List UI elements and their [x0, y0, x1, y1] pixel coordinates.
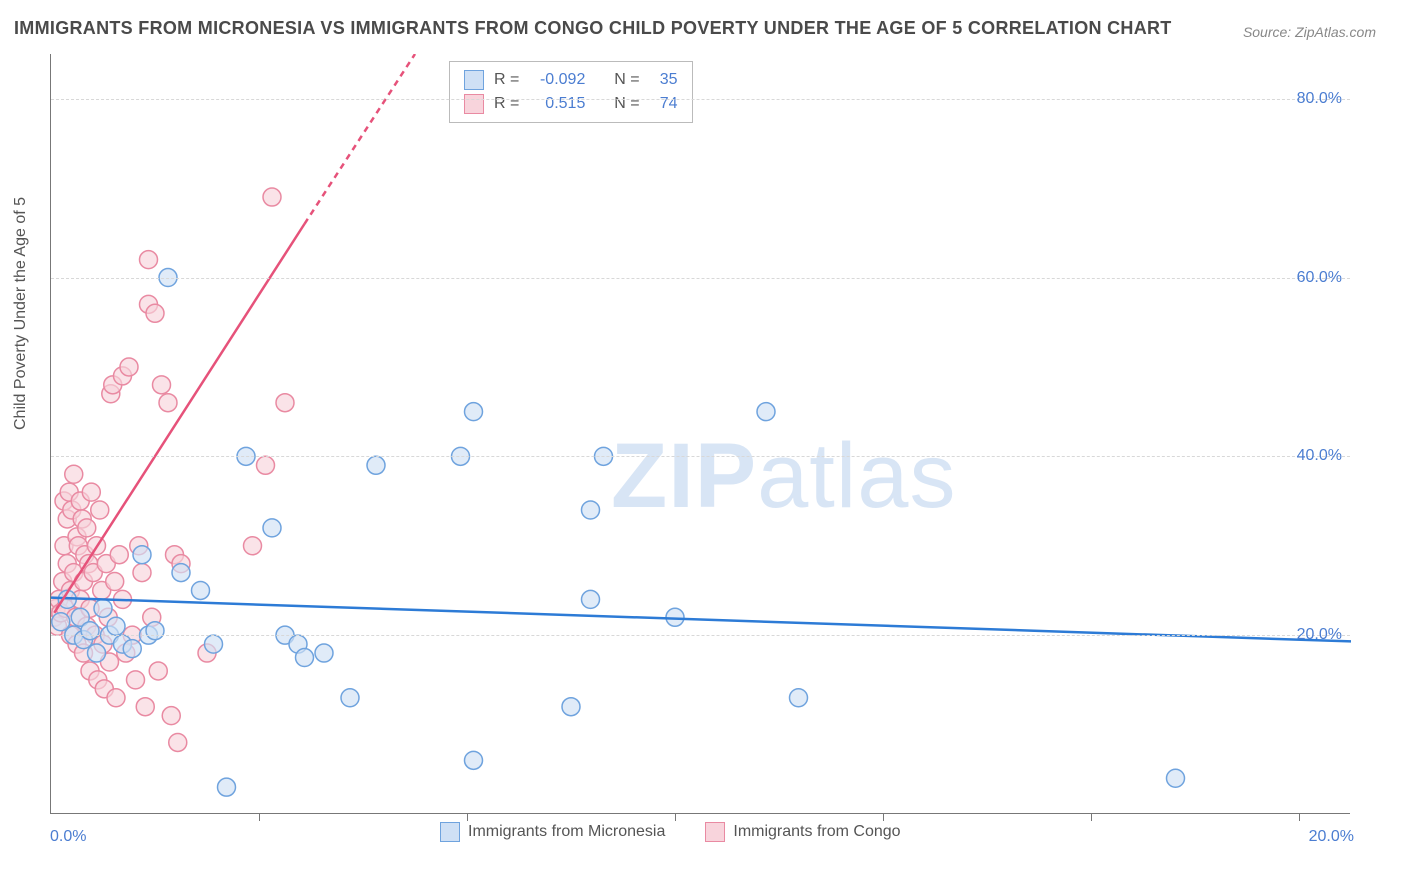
scatter-point — [88, 644, 106, 662]
source-attribution: Source: ZipAtlas.com — [1243, 24, 1376, 40]
bottom-legend: Immigrants from Micronesia Immigrants fr… — [440, 822, 901, 842]
r-label: R = — [494, 68, 519, 92]
scatter-point — [78, 519, 96, 537]
x-tick — [1299, 813, 1300, 821]
legend-swatch-blue — [440, 822, 460, 842]
scatter-point — [205, 635, 223, 653]
x-tick — [467, 813, 468, 821]
legend-label-pink: Immigrants from Congo — [733, 823, 900, 841]
x-axis-max-label: 20.0% — [1309, 828, 1354, 846]
scatter-point — [153, 376, 171, 394]
scatter-point — [263, 188, 281, 206]
scatter-point — [582, 590, 600, 608]
y-tick-label: 20.0% — [1297, 626, 1342, 644]
scatter-point — [146, 304, 164, 322]
scatter-point — [123, 640, 141, 658]
scatter-point — [244, 537, 262, 555]
scatter-point — [192, 581, 210, 599]
scatter-point — [162, 707, 180, 725]
scatter-svg — [51, 54, 1351, 814]
n-label: N = — [614, 68, 639, 92]
y-tick-label: 40.0% — [1297, 447, 1342, 465]
scatter-point — [465, 751, 483, 769]
scatter-point — [169, 733, 187, 751]
scatter-point — [1167, 769, 1185, 787]
scatter-point — [120, 358, 138, 376]
r-label: R = — [494, 92, 519, 116]
scatter-point — [107, 689, 125, 707]
scatter-point — [107, 617, 125, 635]
scatter-point — [91, 501, 109, 519]
y-tick-label: 80.0% — [1297, 90, 1342, 108]
n-label: N = — [614, 92, 639, 116]
scatter-point — [562, 698, 580, 716]
scatter-point — [257, 456, 275, 474]
grid-line — [51, 456, 1350, 457]
y-axis-label: Child Poverty Under the Age of 5 — [12, 197, 30, 430]
y-tick-label: 60.0% — [1297, 269, 1342, 287]
scatter-point — [218, 778, 236, 796]
scatter-point — [94, 599, 112, 617]
r-value-blue: -0.092 — [529, 68, 585, 92]
legend-swatch-pink — [705, 822, 725, 842]
n-value-blue: 35 — [650, 68, 678, 92]
scatter-point — [81, 622, 99, 640]
scatter-point — [341, 689, 359, 707]
stats-swatch-blue — [464, 70, 484, 90]
stats-row-blue: R = -0.092 N = 35 — [464, 68, 678, 92]
x-tick — [259, 813, 260, 821]
scatter-point — [65, 465, 83, 483]
scatter-point — [133, 546, 151, 564]
x-tick — [883, 813, 884, 821]
scatter-point — [110, 546, 128, 564]
scatter-point — [133, 564, 151, 582]
grid-line — [51, 635, 1350, 636]
chart-plot-area: ZIPatlas R = -0.092 N = 35 R = 0.515 N =… — [50, 54, 1350, 814]
correlation-stats-box: R = -0.092 N = 35 R = 0.515 N = 74 — [449, 61, 693, 123]
scatter-point — [149, 662, 167, 680]
scatter-point — [296, 649, 314, 667]
scatter-point — [146, 622, 164, 640]
x-tick — [675, 813, 676, 821]
scatter-point — [582, 501, 600, 519]
scatter-point — [136, 698, 154, 716]
legend-label-blue: Immigrants from Micronesia — [468, 823, 665, 841]
scatter-point — [790, 689, 808, 707]
x-axis-origin-label: 0.0% — [50, 828, 86, 846]
scatter-point — [172, 564, 190, 582]
scatter-point — [127, 671, 145, 689]
trend-line-pink-dashed — [305, 54, 416, 224]
grid-line — [51, 278, 1350, 279]
chart-title: IMMIGRANTS FROM MICRONESIA VS IMMIGRANTS… — [14, 18, 1172, 39]
scatter-point — [140, 251, 158, 269]
scatter-point — [367, 456, 385, 474]
scatter-point — [52, 613, 70, 631]
n-value-pink: 74 — [650, 92, 678, 116]
scatter-point — [106, 573, 124, 591]
legend-item-pink: Immigrants from Congo — [705, 822, 900, 842]
stats-row-pink: R = 0.515 N = 74 — [464, 92, 678, 116]
scatter-point — [465, 403, 483, 421]
x-tick — [1091, 813, 1092, 821]
scatter-point — [276, 394, 294, 412]
scatter-point — [263, 519, 281, 537]
r-value-pink: 0.515 — [529, 92, 585, 116]
scatter-point — [159, 394, 177, 412]
grid-line — [51, 99, 1350, 100]
stats-swatch-pink — [464, 94, 484, 114]
scatter-point — [82, 483, 100, 501]
scatter-point — [315, 644, 333, 662]
legend-item-blue: Immigrants from Micronesia — [440, 822, 665, 842]
scatter-point — [757, 403, 775, 421]
